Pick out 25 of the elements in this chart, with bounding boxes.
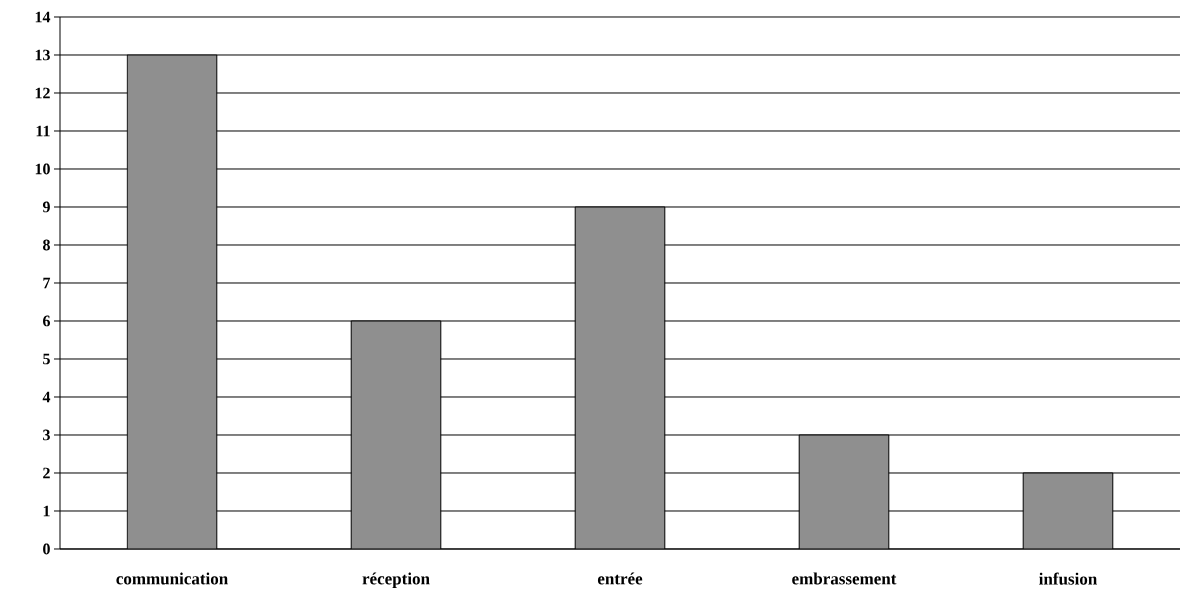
y-tick-label: 1 <box>43 505 50 517</box>
y-tick-label: 0 <box>43 543 50 555</box>
y-tick-label: 11 <box>36 125 50 137</box>
bar <box>126 54 218 549</box>
y-tick-label: 4 <box>42 391 51 403</box>
y-tick-label: 13 <box>35 49 50 61</box>
x-tick-label: infusion <box>1039 572 1098 585</box>
x-tick-label: embrassement <box>792 572 897 585</box>
y-tick-label: 10 <box>35 163 50 175</box>
x-tick-label: réception <box>362 572 430 588</box>
y-tick-label: 7 <box>43 277 51 289</box>
bar <box>798 434 890 549</box>
y-tick-label: 2 <box>43 467 50 479</box>
bar <box>574 206 666 549</box>
y-tick-label: 12 <box>35 87 50 99</box>
bar <box>350 320 442 549</box>
y-tick-label: 6 <box>43 315 51 327</box>
x-tick-label: communication <box>116 572 228 585</box>
y-tick-label: 14 <box>35 11 51 23</box>
bar <box>1022 472 1114 549</box>
y-tick-label: 8 <box>43 239 50 251</box>
y-tick-label: 9 <box>42 201 50 213</box>
y-tick-label: 3 <box>43 429 50 441</box>
x-tick-label: entrée <box>597 572 643 585</box>
y-tick-label: 5 <box>43 353 50 365</box>
